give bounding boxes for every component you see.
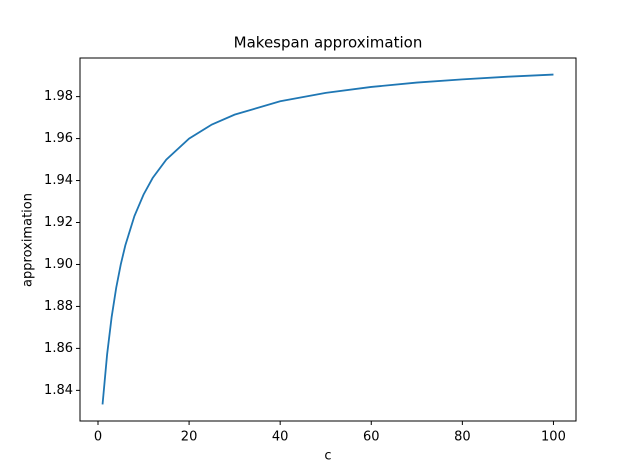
x-axis-label: c [324, 449, 331, 464]
y-tick-label: 1.96 [44, 131, 73, 146]
x-tick-label: 0 [94, 430, 102, 445]
y-tick-label: 1.98 [44, 89, 73, 104]
y-axis-label: approximation [21, 193, 36, 287]
x-tick-label: 100 [541, 430, 566, 445]
x-tick-label: 40 [272, 430, 289, 445]
x-tick-label: 80 [454, 430, 471, 445]
y-tick-label: 1.86 [44, 341, 73, 356]
y-tick-label: 1.92 [44, 215, 73, 230]
y-tick-label: 1.94 [44, 173, 73, 188]
x-tick-label: 60 [363, 430, 380, 445]
chart-title: Makespan approximation [234, 34, 423, 52]
plot-frame [79, 57, 577, 422]
x-tick-label: 20 [181, 430, 198, 445]
y-tick-label: 1.88 [44, 299, 73, 314]
y-tick-label: 1.90 [44, 257, 73, 272]
data-line [101, 73, 554, 405]
y-tick-label: 1.84 [44, 383, 73, 398]
